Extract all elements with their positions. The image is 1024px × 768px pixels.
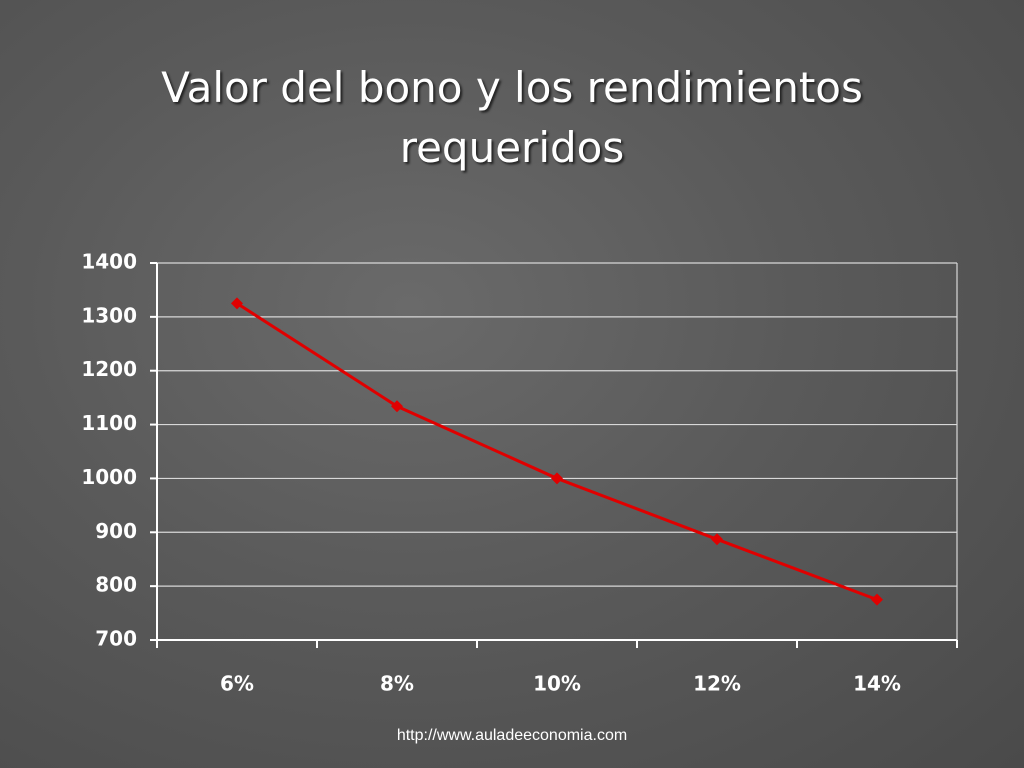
line: [236, 302, 878, 602]
y-tick-label: 1200: [81, 357, 137, 381]
y-tick-label: 1400: [81, 250, 137, 274]
marker: [551, 472, 563, 485]
footer: http://www.auladeeconomia.com: [396, 727, 628, 744]
marker: [711, 533, 723, 546]
x-tick-label: 8%: [380, 672, 414, 696]
x-tick-label: 12%: [693, 672, 741, 696]
x-tick-label: 14%: [853, 672, 901, 696]
y-tick-label: 900: [95, 519, 137, 543]
marker: [391, 400, 403, 413]
y-tick-label: 1300: [81, 303, 137, 327]
y-tick-label: 700: [95, 627, 137, 651]
y-tick-label: 800: [95, 573, 137, 597]
y-tick-label: 1100: [81, 411, 137, 435]
y-tick-label: 1000: [81, 465, 137, 489]
marker: [871, 593, 883, 606]
x-tick-label: 6%: [220, 672, 254, 696]
x-tick-label: 10%: [533, 672, 581, 696]
chart-title: Valor del bono y los rendimientos requer…: [161, 63, 863, 172]
marker: [231, 297, 243, 310]
